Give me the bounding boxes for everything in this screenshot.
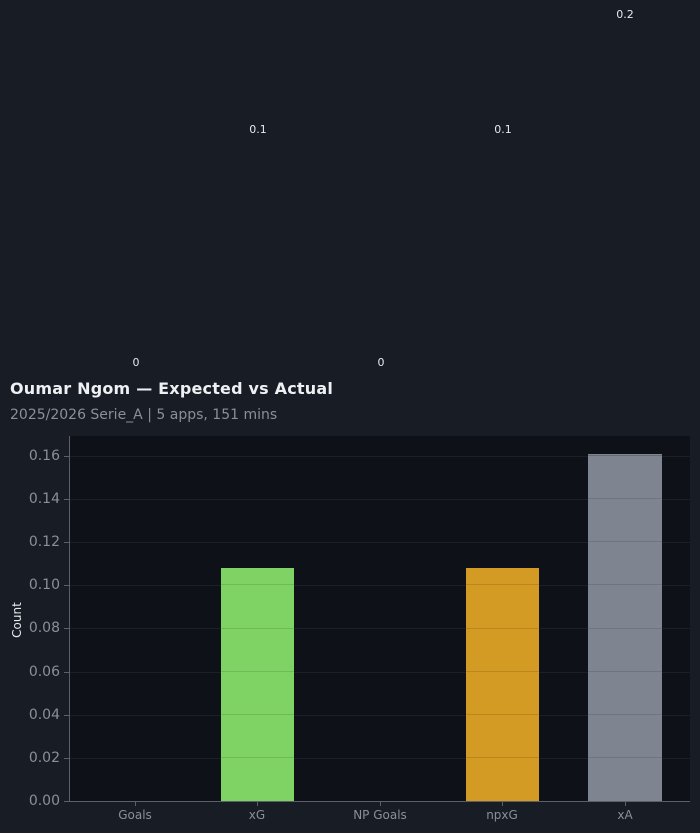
y-tick-label: 0.12	[28, 534, 60, 550]
y-tick	[64, 672, 69, 673]
x-tick-label-xa: xA	[617, 808, 633, 822]
x-axis-line	[66, 801, 690, 802]
y-tick-label: 0.14	[28, 491, 60, 507]
x-tick	[135, 802, 136, 806]
y-tick-label: 0.08	[28, 620, 60, 636]
x-tick-label-xg: xG	[248, 808, 266, 822]
x-tick	[257, 802, 258, 806]
x-tick-label-np-goals: NP Goals	[353, 808, 407, 822]
gridline	[70, 715, 690, 716]
y-tick	[64, 758, 69, 759]
y-tick-label: 0.16	[28, 448, 60, 464]
bar-xg	[221, 568, 294, 801]
y-axis-label: Count	[10, 602, 24, 638]
x-tick	[502, 802, 503, 806]
y-tick-label: 0.10	[28, 577, 60, 593]
gridline	[70, 672, 690, 673]
value-label-goals: 0	[132, 356, 140, 369]
gridline	[70, 585, 690, 586]
x-tick	[625, 802, 626, 806]
y-tick-label: 0.00	[28, 793, 60, 809]
x-tick	[380, 802, 381, 806]
value-label-xa: 0.2	[616, 8, 634, 21]
bar-npxg	[466, 568, 539, 801]
gridline	[70, 542, 690, 543]
plot-area	[70, 436, 690, 801]
gridline	[70, 456, 690, 457]
value-label-xg: 0.1	[249, 123, 267, 136]
value-label-npxg: 0.1	[494, 123, 512, 136]
chart-title: Oumar Ngom — Expected vs Actual	[10, 379, 334, 398]
y-tick	[64, 628, 69, 629]
chart-subtitle: 2025/2026 Serie_A | 5 apps, 151 mins	[10, 407, 278, 423]
x-tick-label-npxg: npxG	[486, 808, 518, 822]
y-tick	[64, 801, 69, 802]
x-tick-label-goals: Goals	[118, 808, 152, 822]
bar-xa	[588, 454, 662, 801]
value-label-np-goals: 0	[377, 356, 385, 369]
y-tick	[64, 499, 69, 500]
y-tick	[64, 456, 69, 457]
y-tick	[64, 542, 69, 543]
y-tick-label: 0.02	[28, 750, 60, 766]
y-tick	[64, 585, 69, 586]
gridline	[70, 758, 690, 759]
gridline	[70, 628, 690, 629]
y-tick	[64, 715, 69, 716]
y-tick-label: 0.06	[28, 664, 60, 680]
y-tick-label: 0.04	[28, 707, 60, 723]
y-axis-line	[69, 436, 70, 802]
gridline	[70, 499, 690, 500]
